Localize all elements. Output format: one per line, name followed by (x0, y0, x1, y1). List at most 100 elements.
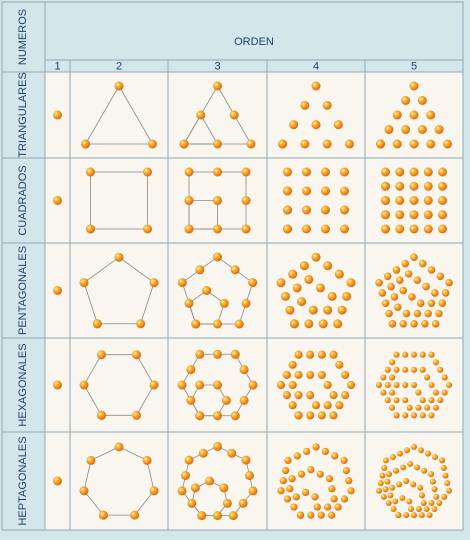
dot (438, 224, 447, 234)
dot (195, 265, 205, 275)
dot (441, 389, 448, 396)
dot (389, 484, 396, 491)
dot (321, 224, 330, 234)
dot (435, 309, 443, 318)
figure (177, 252, 258, 329)
dot (317, 411, 326, 420)
dot (213, 319, 222, 329)
dot (409, 196, 419, 205)
dot (114, 81, 124, 91)
dot (294, 391, 303, 400)
dot (307, 465, 315, 474)
dot (402, 309, 411, 318)
dot (241, 224, 251, 234)
dot (335, 360, 344, 369)
row-header-cell (1, 242, 46, 339)
dot (306, 411, 315, 420)
dot (190, 483, 200, 493)
dot (213, 511, 222, 521)
row-header-cell (1, 337, 46, 433)
dot (283, 186, 292, 196)
dot (341, 391, 350, 400)
dot (414, 464, 421, 471)
dot (384, 125, 394, 134)
dot (302, 205, 311, 215)
dot (428, 412, 435, 419)
dot (413, 309, 422, 318)
dot (248, 486, 258, 496)
dot (403, 478, 410, 484)
dot (248, 380, 258, 390)
dot (381, 299, 390, 307)
dot (304, 319, 314, 329)
dot (205, 476, 215, 486)
dot (396, 276, 404, 284)
outline (83, 446, 155, 516)
dot (330, 495, 338, 503)
dot (221, 395, 231, 405)
dot (395, 196, 405, 205)
dot (307, 511, 315, 519)
dot (86, 455, 96, 465)
dot (184, 298, 194, 308)
figure (276, 350, 356, 420)
dot (341, 370, 350, 379)
dot (344, 139, 354, 149)
dot (432, 454, 439, 461)
dot (401, 259, 410, 268)
row-header-cell (1, 157, 46, 244)
dot (410, 412, 418, 419)
dot (79, 380, 89, 390)
dot (81, 139, 91, 149)
dot (417, 484, 424, 491)
dot (440, 464, 447, 471)
dot (410, 351, 418, 358)
dot (410, 481, 417, 488)
dot (380, 493, 387, 500)
figure (283, 167, 349, 234)
dot (423, 167, 433, 177)
dot (385, 499, 392, 506)
dot (382, 486, 389, 493)
dot (114, 252, 124, 262)
dot (97, 350, 106, 360)
dot (288, 475, 296, 483)
dot (177, 380, 187, 390)
dot (321, 205, 330, 215)
row-label: PENTAGONALES (17, 246, 29, 335)
header-cell (44, 1, 464, 61)
dot (420, 499, 427, 506)
dot (283, 167, 292, 177)
dot (445, 278, 453, 287)
dot (184, 167, 194, 177)
dot (423, 224, 433, 234)
dot (423, 210, 433, 220)
dot (408, 506, 415, 513)
figure (276, 252, 356, 329)
dot (337, 305, 347, 315)
cell (266, 157, 366, 244)
dot (395, 167, 405, 177)
dot (381, 464, 388, 471)
dot (325, 475, 334, 483)
dot (149, 486, 159, 496)
dot (424, 374, 431, 381)
dot (340, 167, 349, 177)
dot (79, 278, 89, 288)
dot (402, 366, 409, 373)
dot (422, 282, 430, 291)
figure (79, 252, 159, 329)
figure (53, 196, 62, 205)
dot (431, 289, 439, 297)
dot (436, 272, 445, 281)
dot (421, 320, 429, 328)
dot (296, 511, 305, 519)
dot (331, 452, 339, 460)
dot (441, 374, 448, 381)
dot (419, 397, 426, 404)
dot (415, 389, 422, 396)
dot (283, 495, 292, 503)
dot (389, 359, 396, 366)
dot (409, 139, 419, 149)
dot (323, 261, 333, 271)
